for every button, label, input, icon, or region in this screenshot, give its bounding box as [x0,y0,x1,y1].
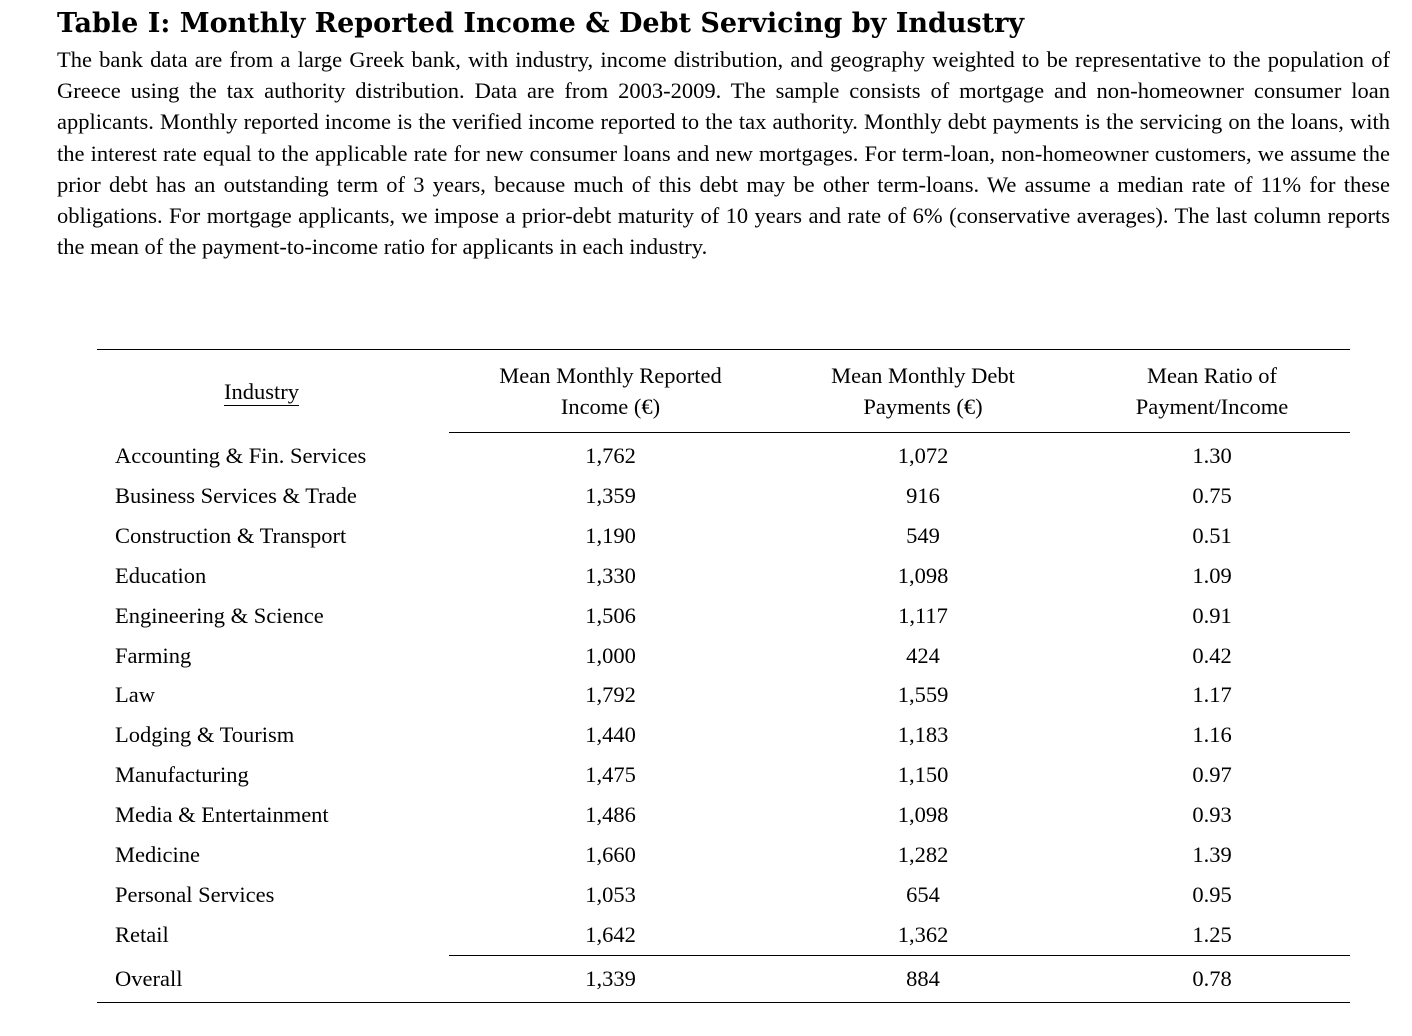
debt-cell: 1,282 [897,842,949,868]
industry-cell: Construction & Transport [115,522,347,548]
table-header: Industry Mean Monthly Reported Income (€… [97,349,1350,433]
ratio-cell: 0.97 [1192,762,1232,788]
overall-label: Overall [115,965,183,991]
ratio-cell: 0.93 [1192,802,1232,828]
table-row: Engineering & Science 1,506 1,117 0.91 [97,596,1350,636]
industry-cell: Education [115,562,207,588]
overall-row: Overall 1,339 884 0.78 [97,954,1350,1003]
table-row: Law 1,792 1,559 1.17 [97,675,1350,715]
debt-cell: 549 [906,522,940,548]
table-row: Manufacturing 1,475 1,150 0.97 [97,755,1350,795]
industry-cell: Media & Entertainment [115,802,329,828]
header-ratio-line1: Mean Ratio of [1147,363,1277,388]
table-row: Farming 1,000 424 0.42 [97,636,1350,676]
income-cell: 1,762 [585,443,636,468]
table-row: Business Services & Trade 1,359 916 0.75 [97,476,1350,516]
debt-cell: 1,362 [897,921,949,947]
income-debt-table: Industry Mean Monthly Reported Income (€… [97,349,1350,1003]
industry-cell: Law [115,682,155,708]
debt-cell: 1,098 [897,562,949,588]
table-body: Accounting & Fin. Services 1,762 1,072 1.30… [97,433,1350,956]
debt-cell: 1,559 [897,682,949,708]
table-row: Education 1,330 1,098 1.09 [97,556,1350,596]
ratio-cell: 1.16 [1192,722,1232,748]
industry-cell: Farming [115,642,192,668]
industry-cell: Retail [115,922,169,948]
ratio-cell: 1.17 [1192,682,1232,708]
industry-cell: Personal Services [115,881,275,907]
table-row: Retail 1,642 1,362 1.25 [97,915,1350,955]
table-caption: The bank data are from a large Greek ban… [57,47,1390,260]
ratio-cell: 0.42 [1192,642,1232,668]
income-cell: 1,000 [585,642,636,668]
debt-cell: 1,098 [897,802,949,828]
header-ratio-line2: Payment/Income [1135,394,1289,419]
ratio-cell: 1.09 [1192,562,1232,588]
industry-cell: Accounting & Fin. Services [115,442,367,468]
income-cell: 1,190 [585,522,636,548]
income-cell: 1,440 [585,722,636,748]
industry-cell: Manufacturing [115,762,249,788]
table-caption-block: Table I: Monthly Reported Income & Debt … [57,6,1390,262]
debt-cell: 1,150 [897,762,949,788]
overall-debt: 884 [772,954,1074,1003]
header-industry-label: Industry [224,378,299,406]
ratio-cell: 1.30 [1192,443,1232,468]
header-row: Industry Mean Monthly Reported Income (€… [97,349,1350,433]
table-row: Construction & Transport 1,190 549 0.51 [97,516,1350,556]
industry-cell: Medicine [115,842,200,868]
header-industry: Industry [97,350,449,433]
income-cell: 1,660 [585,842,636,868]
table-row: Personal Services 1,053 654 0.95 [97,875,1350,915]
debt-cell: 1,117 [898,602,948,628]
table-footer: Overall 1,339 884 0.78 [97,954,1350,1003]
industry-cell: Engineering & Science [115,602,324,628]
header-debt-line1: Mean Monthly Debt [831,363,1015,388]
ratio-cell: 0.75 [1192,482,1232,508]
debt-cell: 424 [906,642,940,668]
income-cell: 1,359 [585,482,636,508]
table-title: Table I: Monthly Reported Income & Debt … [57,8,1025,39]
debt-cell: 1,183 [897,722,949,748]
debt-cell: 654 [906,881,940,907]
data-table-wrapper: Industry Mean Monthly Reported Income (€… [97,349,1350,1003]
income-cell: 1,792 [585,682,636,708]
overall-income: 1,339 [449,954,772,1003]
ratio-cell: 0.91 [1192,602,1232,628]
table-row: Media & Entertainment 1,486 1,098 0.93 [97,795,1350,835]
table-row: Lodging & Tourism 1,440 1,183 1.16 [97,715,1350,755]
overall-ratio: 0.78 [1074,954,1350,1003]
header-income: Mean Monthly Reported Income (€) [449,349,772,433]
debt-cell: 916 [906,482,940,508]
header-income-line2: Income (€) [560,394,661,419]
header-debt-line2: Payments (€) [863,394,983,419]
header-debt: Mean Monthly Debt Payments (€) [772,349,1074,433]
ratio-cell: 1.25 [1192,921,1232,947]
ratio-cell: 0.95 [1192,881,1232,907]
header-ratio: Mean Ratio of Payment/Income [1074,349,1350,433]
header-income-line1: Mean Monthly Reported [499,363,722,388]
income-cell: 1,486 [585,802,636,828]
table-row: Medicine 1,660 1,282 1.39 [97,835,1350,875]
income-cell: 1,642 [585,921,636,947]
debt-cell: 1,072 [897,443,949,468]
table-row: Accounting & Fin. Services 1,762 1,072 1.30 [97,433,1350,476]
income-cell: 1,330 [585,562,636,588]
industry-cell: Lodging & Tourism [115,722,295,748]
industry-cell: Business Services & Trade [115,482,357,508]
ratio-cell: 1.39 [1192,842,1232,868]
income-cell: 1,475 [585,762,636,788]
income-cell: 1,506 [585,602,636,628]
income-cell: 1,053 [585,881,636,907]
ratio-cell: 0.51 [1192,522,1232,548]
